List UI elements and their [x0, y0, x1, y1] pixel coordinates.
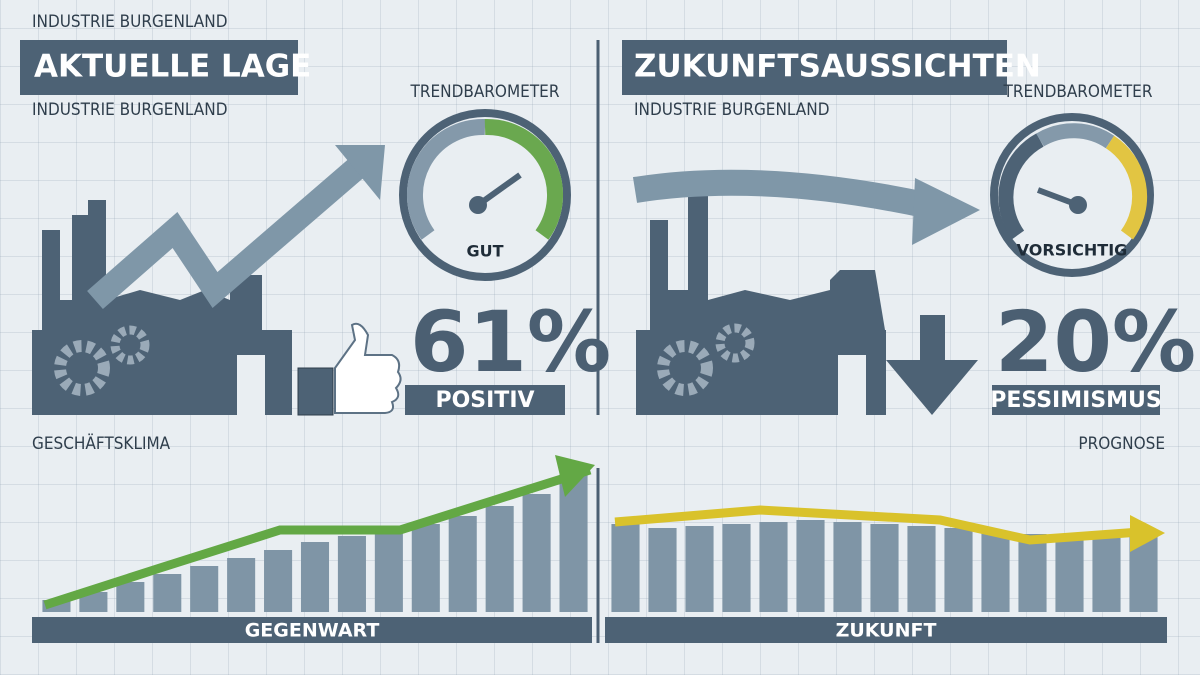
title-box	[20, 40, 298, 95]
chart-label: PROGNOSE	[1078, 434, 1165, 454]
gauge-arc	[484, 118, 563, 240]
axis-label: ZUKUNFT	[836, 620, 937, 642]
gauge-status: GUT	[466, 242, 503, 261]
gauge-status: VORSICHTIG	[1017, 241, 1128, 260]
bar	[1055, 536, 1084, 612]
trend-arrow	[87, 155, 368, 310]
bar	[116, 582, 145, 612]
trend-line	[614, 505, 1141, 545]
door	[838, 355, 866, 415]
arrow-head	[912, 178, 980, 245]
gauge-label: TRENDBAROMETER	[1003, 82, 1153, 102]
gear	[657, 340, 713, 396]
bar	[411, 524, 440, 612]
flat-arrow	[632, 169, 928, 218]
gauge-ring	[990, 113, 1154, 277]
title: AKTUELLE LAGE	[34, 49, 311, 85]
subtitle: INDUSTRIE BURGENLAND	[634, 100, 829, 120]
gauge-label: TRENDBAROMETER	[410, 82, 560, 102]
needle-hub	[1069, 196, 1087, 214]
bar	[227, 558, 256, 612]
bar	[374, 530, 403, 612]
arrow-head	[335, 145, 385, 200]
needle-hub	[469, 196, 487, 214]
bar	[648, 528, 677, 612]
gauge-ring	[399, 109, 571, 281]
bar	[759, 522, 788, 612]
subtitle: INDUSTRIE BURGENLAND	[32, 100, 227, 120]
kicker: INDUSTRIE BURGENLAND	[32, 12, 227, 32]
arrow-head	[1130, 515, 1165, 552]
down-arrow	[886, 315, 978, 415]
bar	[685, 526, 714, 612]
bar	[870, 524, 899, 612]
percent: 20%	[995, 293, 1196, 391]
bar	[1018, 534, 1047, 612]
bars	[42, 472, 1158, 612]
gear	[110, 325, 150, 365]
bar	[722, 524, 751, 612]
bar	[796, 520, 825, 612]
gauge-arc	[1105, 135, 1148, 240]
thumb-cuff	[297, 367, 334, 416]
arrow-head	[555, 455, 595, 497]
percent-label: PESSIMISMUS	[990, 388, 1162, 413]
title-box	[622, 40, 1007, 95]
chart-label: GESCHÄFTSKLIMA	[32, 433, 171, 454]
bar	[153, 574, 182, 612]
gear	[54, 340, 110, 396]
gauge-arc	[407, 118, 486, 240]
bar	[611, 524, 640, 612]
bar	[1092, 538, 1121, 612]
bar	[944, 528, 973, 612]
bar	[559, 472, 588, 612]
bar	[300, 542, 330, 612]
percent-label: POSITIV	[435, 388, 534, 413]
percent-band	[992, 385, 1160, 415]
gear	[715, 323, 755, 363]
bar	[833, 522, 862, 612]
gauge-arc	[998, 133, 1044, 240]
bar	[485, 506, 514, 612]
title: ZUKUNFTSAUSSICHTEN	[634, 49, 1041, 85]
bar	[907, 526, 936, 612]
percent-band	[405, 385, 565, 415]
axis-label: GEGENWART	[245, 620, 380, 642]
bar	[190, 566, 219, 612]
axis-band	[605, 617, 1167, 643]
bar	[264, 550, 293, 612]
axis-band	[32, 617, 592, 643]
gauge-arc	[1036, 123, 1115, 149]
trend-line	[43, 465, 592, 610]
bar	[981, 532, 1010, 612]
percent: 61%	[410, 293, 611, 391]
door	[237, 355, 265, 415]
thumb	[334, 322, 402, 414]
bar	[79, 592, 108, 612]
bar	[522, 494, 551, 612]
bar	[448, 516, 477, 612]
bar	[337, 536, 366, 612]
